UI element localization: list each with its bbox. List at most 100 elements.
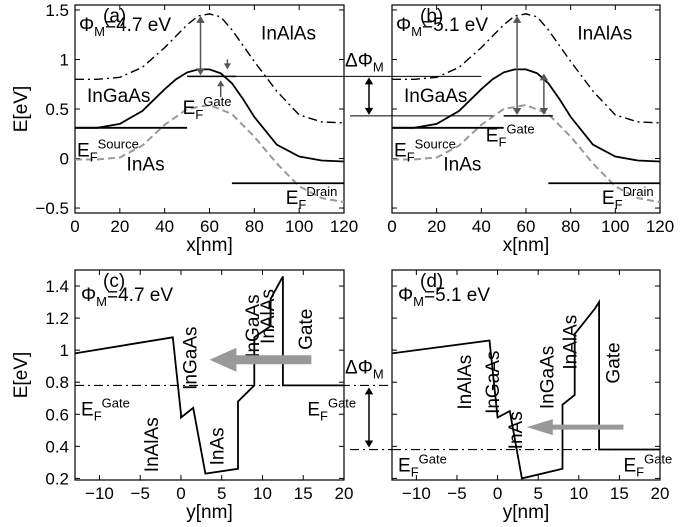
x-tick-label: 10 <box>569 484 588 503</box>
y-tick-label: 1.4 <box>45 277 69 296</box>
x-tick-label: −5 <box>447 484 466 503</box>
material-label-ingaas: InGaAs <box>404 86 467 107</box>
x-tick-label: 20 <box>427 217 446 236</box>
ef-source-label: EFSource <box>394 137 456 165</box>
y-tick-label: 0.6 <box>45 405 69 424</box>
y-tick-label: 1.5 <box>45 1 69 20</box>
series-inas-line <box>75 103 345 204</box>
x-tick-label: 80 <box>561 217 580 236</box>
tunneling-arrow-head <box>526 419 553 436</box>
series-inas-line <box>392 103 661 204</box>
barrier-arrow-inalas-head-top <box>196 15 205 23</box>
material-label-ingaas: InGaAs <box>87 86 150 107</box>
series-ingaas-line <box>392 68 661 163</box>
delta-phi-arrow-head-bottom <box>364 107 374 115</box>
y-tick-label: 0.5 <box>45 100 69 119</box>
barrier-arrow-small-head <box>223 63 232 70</box>
phi-label: ΦM=4.7 eV <box>81 285 173 309</box>
x-axis-label: x[nm] <box>186 235 232 256</box>
x-tick-label: −10 <box>402 484 431 503</box>
material-label-inalas: InAlAs <box>455 355 476 410</box>
delta-phi-arrow-head-top <box>364 77 374 85</box>
ef-drain-label: EFDrain <box>286 184 338 212</box>
y-axis-label: E[eV] <box>11 352 32 398</box>
barrier-arrow-small-head <box>217 80 225 87</box>
material-label-inas: InAs <box>127 154 165 175</box>
series-conduction-band-line <box>74 275 344 475</box>
ef-gate-label-left: EFGate <box>81 395 130 423</box>
x-tick-label: 80 <box>245 217 264 236</box>
ef-gate-label-right: EFGate <box>307 395 356 423</box>
panel-label: (d) <box>420 271 443 292</box>
panel-b: 0 20 40 60 80 100 120 x[nm] (b)ΦM=5.1 eV InAlAs In… <box>387 4 674 256</box>
x-tick-label: −10 <box>85 484 114 503</box>
material-label-gate: Gate <box>603 342 624 383</box>
x-tick-label: 120 <box>330 217 358 236</box>
material-label-ingaas: InGaAs <box>243 294 264 357</box>
y-tick-label: 1 <box>60 50 69 69</box>
x-tick-label: 100 <box>285 217 313 236</box>
x-tick-label: 60 <box>517 217 536 236</box>
delta-phi-top: ΔΦM <box>236 50 493 117</box>
x-tick-label: 0 <box>70 217 79 236</box>
plot-frame <box>74 269 345 481</box>
series-inalas-line <box>75 13 345 124</box>
x-tick-label: 0 <box>493 484 502 503</box>
material-label-inalas: InAlAs <box>142 417 163 472</box>
y-tick-label: 0 <box>60 150 69 169</box>
y-tick-label: 0.4 <box>45 437 69 456</box>
ef-gate-label: EFGate <box>183 94 232 122</box>
series-inalas-line <box>392 13 661 124</box>
barrier-arrow-inalas-head-bottom <box>512 107 522 115</box>
y-tick-label: 0.2 <box>45 469 69 488</box>
material-label-inalas: InAlAs <box>258 289 279 344</box>
material-label-ingaas: InGaAs <box>483 351 504 414</box>
y-tick-label: 1 <box>60 341 69 360</box>
x-axis-label: y[nm] <box>503 502 549 523</box>
x-tick-label: 20 <box>110 217 129 236</box>
x-tick-label: 0 <box>387 217 396 236</box>
x-tick-label: 5 <box>217 484 226 503</box>
material-label-inalas: InAlAs <box>261 24 316 45</box>
x-tick-label: 10 <box>253 484 272 503</box>
x-tick-label: 15 <box>610 484 629 503</box>
ef-gate-label: EFGate <box>486 122 535 150</box>
x-tick-label: 40 <box>155 217 174 236</box>
material-label-inalas: InAlAs <box>560 315 581 370</box>
delta-phi-label: ΔΦM <box>345 357 384 381</box>
material-label-ingaas: InGaAs <box>538 346 559 409</box>
delta-phi-arrow-head-bottom <box>364 440 374 448</box>
x-tick-label: 0 <box>176 484 185 503</box>
panel-d: −10 −5 0 5 10 15 20 y[nm] (d)ΦM=5.1 eV EFGate EFGa… <box>391 269 672 523</box>
barrier-arrow-inalas-head-top <box>512 15 522 23</box>
ef-gate-label-right: EFGate <box>623 452 672 480</box>
plot-frame <box>391 269 661 481</box>
phi-label: ΦM=4.7 eV <box>79 15 171 39</box>
x-tick-label: 15 <box>294 484 313 503</box>
x-tick-label: 60 <box>200 217 219 236</box>
material-label-inalas: InAlAs <box>577 24 632 45</box>
material-label-inas: InAs <box>443 154 481 175</box>
y-tick-label: 0.8 <box>45 373 69 392</box>
x-tick-label: −5 <box>131 484 150 503</box>
panel-label: (b) <box>420 6 443 27</box>
x-tick-label: 100 <box>601 217 629 236</box>
y-tick-label: 1.2 <box>45 309 69 328</box>
x-tick-label: 40 <box>472 217 491 236</box>
ef-drain-label: EFDrain <box>602 184 654 212</box>
y-axis-label: E[eV] <box>11 86 32 132</box>
tunneling-arrow-head <box>209 347 237 372</box>
ef-source-label: EFSource <box>77 137 139 165</box>
panel-label: (a) <box>103 6 126 27</box>
y-tick-label: −0.5 <box>35 199 69 218</box>
x-tick-label: 20 <box>651 484 670 503</box>
x-tick-label: 120 <box>646 217 674 236</box>
delta-phi-label: ΔΦM <box>345 50 384 74</box>
x-tick-label: 20 <box>335 484 354 503</box>
material-label-inas: InAs <box>506 411 527 449</box>
ef-gate-label-left: EFGate <box>398 452 447 480</box>
delta-phi-bottom: ΔΦM <box>345 357 392 451</box>
material-label-gate: Gate <box>296 309 317 350</box>
phi-label: ΦM=5.1 eV <box>396 15 488 39</box>
